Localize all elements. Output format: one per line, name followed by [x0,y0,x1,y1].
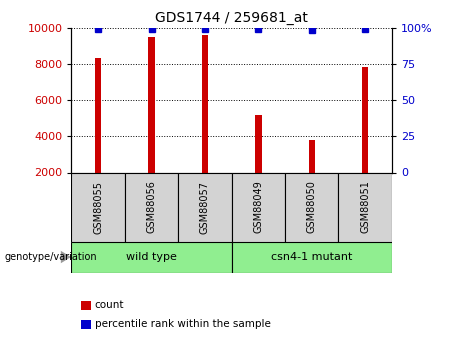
Bar [125,172,178,242]
Text: percentile rank within the sample: percentile rank within the sample [95,319,271,329]
Text: GSM88055: GSM88055 [93,180,103,234]
Bar [81,301,91,310]
Title: GDS1744 / 259681_at: GDS1744 / 259681_at [155,11,308,25]
Text: genotype/variation: genotype/variation [5,252,97,262]
Bar [308,140,315,172]
Text: GSM88049: GSM88049 [254,181,263,233]
Text: GSM88057: GSM88057 [200,180,210,234]
Bar [95,58,101,172]
Bar [231,172,285,242]
Bar [178,172,231,242]
Bar [255,115,261,172]
Bar [148,37,155,172]
Bar [231,241,392,273]
Bar [71,241,231,273]
Bar [338,172,392,242]
Bar [202,35,208,172]
Text: count: count [95,300,124,310]
Bar [285,172,338,242]
Polygon shape [61,251,71,263]
Text: GSM88056: GSM88056 [147,180,157,234]
Text: GSM88050: GSM88050 [307,180,317,234]
Bar [71,172,125,242]
Bar [362,68,368,172]
Text: csn4-1 mutant: csn4-1 mutant [271,252,353,262]
Bar [81,320,91,329]
Text: GSM88051: GSM88051 [360,180,370,234]
Text: wild type: wild type [126,252,177,262]
